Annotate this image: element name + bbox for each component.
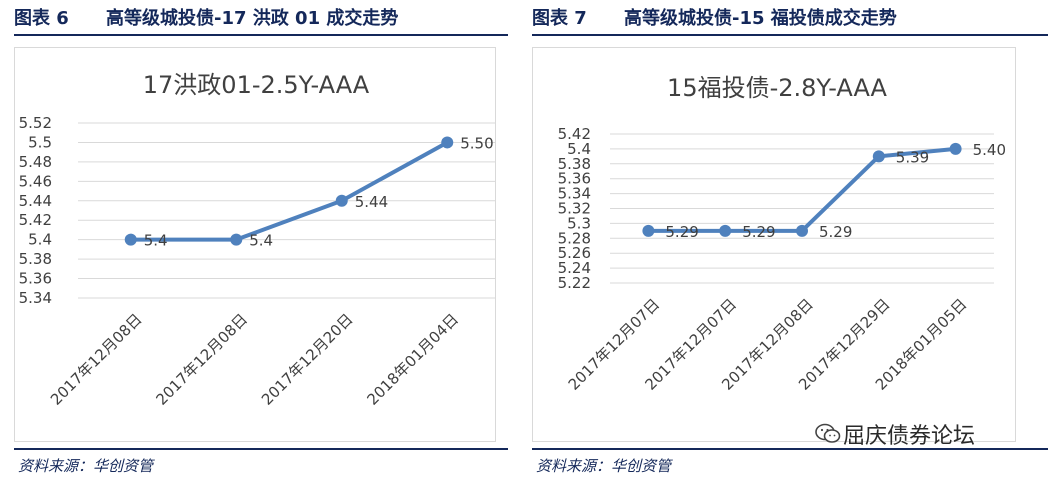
figure-7-heading: 图表 7 高等级城投债-15 福投债成交走势 (532, 4, 897, 30)
y-tick-label: 5.42 (558, 125, 591, 143)
figure-6-label: 图表 6 (14, 8, 69, 29)
x-tick-label: 2017年12月08日 (47, 310, 146, 409)
data-point (796, 224, 808, 237)
data-label: 5.29 (742, 223, 775, 241)
wechat-icon (815, 423, 841, 451)
y-tick-label: 5.44 (19, 192, 52, 210)
y-tick-label: 5.24 (558, 259, 591, 277)
watermark-text: 屈庆债券论坛 (843, 424, 976, 449)
figure-6-bottom-rule (14, 448, 508, 450)
data-point (124, 233, 137, 246)
data-label: 5.4 (144, 232, 168, 250)
data-label: 5.39 (896, 148, 929, 166)
series-line (130, 140, 449, 242)
data-label: 5.29 (665, 223, 698, 241)
y-tick-label: 5.22 (558, 274, 591, 292)
y-tick-label: 5.52 (19, 114, 52, 132)
figure-6-panel: 图表 6 高等级城投债-17 洪政 01 成交走势 17洪政01-2.5Y-AAA… (14, 0, 508, 481)
chart-2: 15福投债-2.8Y-AAA5.225.245.265.285.35.325.3… (558, 74, 1006, 394)
y-tick-label: 5.38 (19, 250, 52, 268)
chart-1: 17洪政01-2.5Y-AAA5.345.365.385.45.425.445.… (19, 71, 500, 409)
figure-7-panel: 图表 7 高等级城投债-15 福投债成交走势 15福投债-2.8Y-AAA 5.22… (532, 0, 1048, 481)
y-tick-label: 5.36 (558, 170, 591, 188)
y-tick-label: 5.32 (558, 200, 591, 218)
figure-6-source: 资料来源：华创资管 (18, 457, 154, 475)
chart-title: 17洪政01-2.5Y-AAA (143, 71, 370, 99)
y-tick-label: 5.5 (28, 133, 52, 151)
data-label: 5.40 (973, 141, 1006, 159)
y-tick-label: 5.3 (567, 214, 591, 232)
y-tick-label: 5.26 (558, 244, 591, 262)
y-tick-label: 5.42 (19, 211, 52, 229)
chart-title: 15福投债-2.8Y-AAA (667, 74, 887, 102)
y-tick-label: 5.4 (28, 231, 52, 249)
y-tick-label: 5.4 (567, 140, 591, 158)
x-tick-label: 2017年12月20日 (258, 310, 357, 409)
data-point (872, 150, 885, 163)
watermark: 屈庆债券论坛 (815, 418, 975, 451)
y-tick-label: 5.38 (558, 155, 591, 173)
figure-7-title: 高等级城投债-15 福投债成交走势 (624, 8, 897, 29)
data-point (441, 136, 454, 149)
y-tick-label: 5.34 (558, 185, 591, 203)
chart-1-frame: 17洪政01-2.5Y-AAA 5.34 5.36 5.38 5.4 5.42 5.44 5.… (14, 47, 500, 442)
data-point (719, 224, 732, 237)
y-tick-label: 5.28 (558, 229, 591, 247)
figure-6-title-rule (14, 34, 508, 36)
data-point (335, 194, 348, 207)
figure-7-title-rule (532, 34, 1048, 36)
x-tick-label: 2018年01月04日 (364, 310, 463, 409)
figure-7-bottom-rule (532, 448, 1048, 450)
figure-6-title: 高等级城投债-17 洪政 01 成交走势 (106, 8, 399, 29)
chart-2-frame: 15福投债-2.8Y-AAA 5.22 5.24 5.26 5.28 5.3 5.32 5.3… (532, 47, 1016, 442)
data-label: 5.50 (460, 134, 493, 152)
data-point (230, 233, 243, 246)
figure-7-label: 图表 7 (532, 8, 587, 29)
data-label: 5.29 (819, 223, 852, 241)
data-label: 5.44 (355, 193, 388, 211)
y-tick-label: 5.46 (19, 172, 52, 190)
data-label: 5.4 (249, 232, 273, 250)
x-tick-label: 2017年12月08日 (153, 310, 252, 409)
y-tick-label: 5.36 (19, 270, 52, 288)
figure-7-source: 资料来源：华创资管 (536, 457, 672, 475)
y-tick-label: 5.34 (19, 289, 52, 307)
data-point (949, 142, 962, 155)
figure-6-heading: 图表 6 高等级城投债-17 洪政 01 成交走势 (14, 4, 398, 30)
y-tick-label: 5.48 (19, 153, 52, 171)
data-point (642, 224, 655, 237)
